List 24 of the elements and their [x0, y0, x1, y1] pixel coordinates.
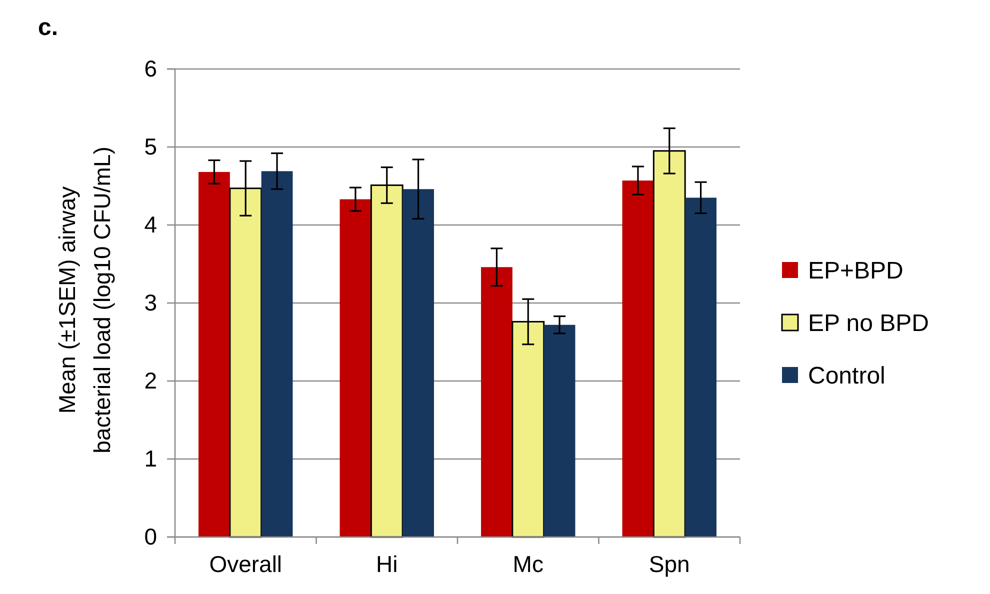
y-tick-label: 3	[144, 289, 157, 316]
legend-label: Control	[808, 362, 886, 390]
y-tick-label: 4	[144, 211, 158, 238]
bar	[402, 189, 434, 537]
y-tick-label: 0	[144, 523, 157, 550]
chart-title: c.	[38, 14, 58, 41]
bar	[622, 180, 654, 537]
bar	[198, 172, 230, 537]
bar	[685, 198, 716, 537]
x-tick-label: Spn	[648, 551, 690, 577]
y-tick-label: 1	[144, 445, 157, 472]
y-axis-title: Mean (±1SEM) airway bacterial load (log10 CFU/mL)	[54, 146, 115, 454]
bar	[261, 171, 293, 537]
legend-label: EP no BPD	[808, 310, 929, 337]
bar	[340, 199, 372, 537]
x-tick-label: Mc	[512, 551, 544, 577]
legend-label: EP+BPD	[808, 258, 904, 284]
x-tick-label: Overall	[209, 551, 282, 577]
bar	[544, 324, 576, 537]
bar	[481, 267, 512, 537]
y-tick-label: 2	[144, 367, 157, 394]
y-tick-label: 5	[144, 133, 157, 160]
y-tick-label: 6	[144, 55, 157, 82]
x-tick-label: Hi	[376, 551, 398, 577]
